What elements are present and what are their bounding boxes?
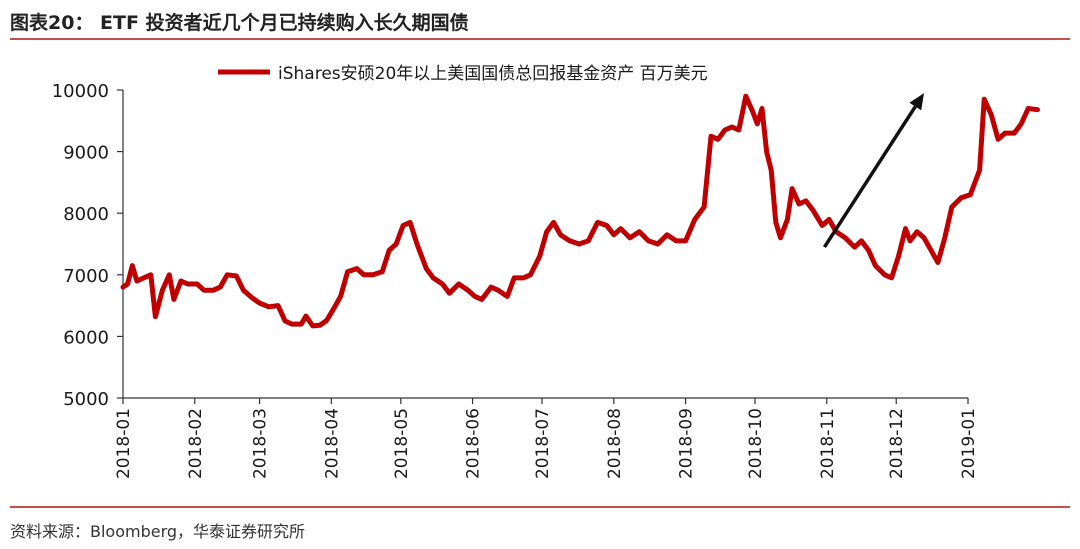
x-tick-label: 2018-09 <box>677 408 697 479</box>
x-tick-label: 2018-08 <box>605 408 625 479</box>
annotation-layer <box>822 93 925 249</box>
source-note: 资料来源：Bloomberg，华泰证券研究所 <box>10 522 306 541</box>
series-line-0 <box>120 93 1040 329</box>
y-tick-label: 5000 <box>63 389 109 410</box>
x-tick-label: 2018-06 <box>464 408 484 479</box>
x-tick-label: 2018-07 <box>533 408 553 479</box>
x-tick-label: 2019-01 <box>959 408 979 479</box>
y-tick-label: 10000 <box>52 81 109 102</box>
figure-title: 图表20： ETF 投资者近几个月已持续购入长久期国债 <box>10 12 469 34</box>
legend-label: iShares安硕20年以上美国国债总回报基金资产 百万美元 <box>278 64 708 84</box>
x-tick-label: 2018-01 <box>114 408 134 479</box>
y-tick-label: 9000 <box>63 143 109 164</box>
x-tick-label: 2018-02 <box>186 408 206 479</box>
x-tick-label: 2018-10 <box>746 408 766 479</box>
y-tick-label: 8000 <box>63 204 109 225</box>
plot-area <box>120 93 1040 329</box>
title-divider <box>10 38 1070 40</box>
x-tick-label: 2018-11 <box>818 408 838 479</box>
chart-axes: 5000 6000 7000 8000 9000 10000 2018-01 2018-02 2… <box>52 81 979 479</box>
y-tick-label: 7000 <box>63 266 109 287</box>
x-tick-label: 2018-04 <box>322 408 342 479</box>
trend-arrow-line <box>822 105 917 249</box>
chart-legend: iShares安硕20年以上美国国债总回报基金资产 百万美元 <box>218 64 708 84</box>
x-tick-label: 2018-12 <box>887 408 907 479</box>
x-tick-label: 2018-05 <box>392 408 412 479</box>
x-tick-label: 2018-03 <box>251 408 271 479</box>
trend-arrow-head <box>909 93 925 111</box>
y-tick-label: 6000 <box>63 327 109 348</box>
footer-divider <box>10 506 1070 508</box>
